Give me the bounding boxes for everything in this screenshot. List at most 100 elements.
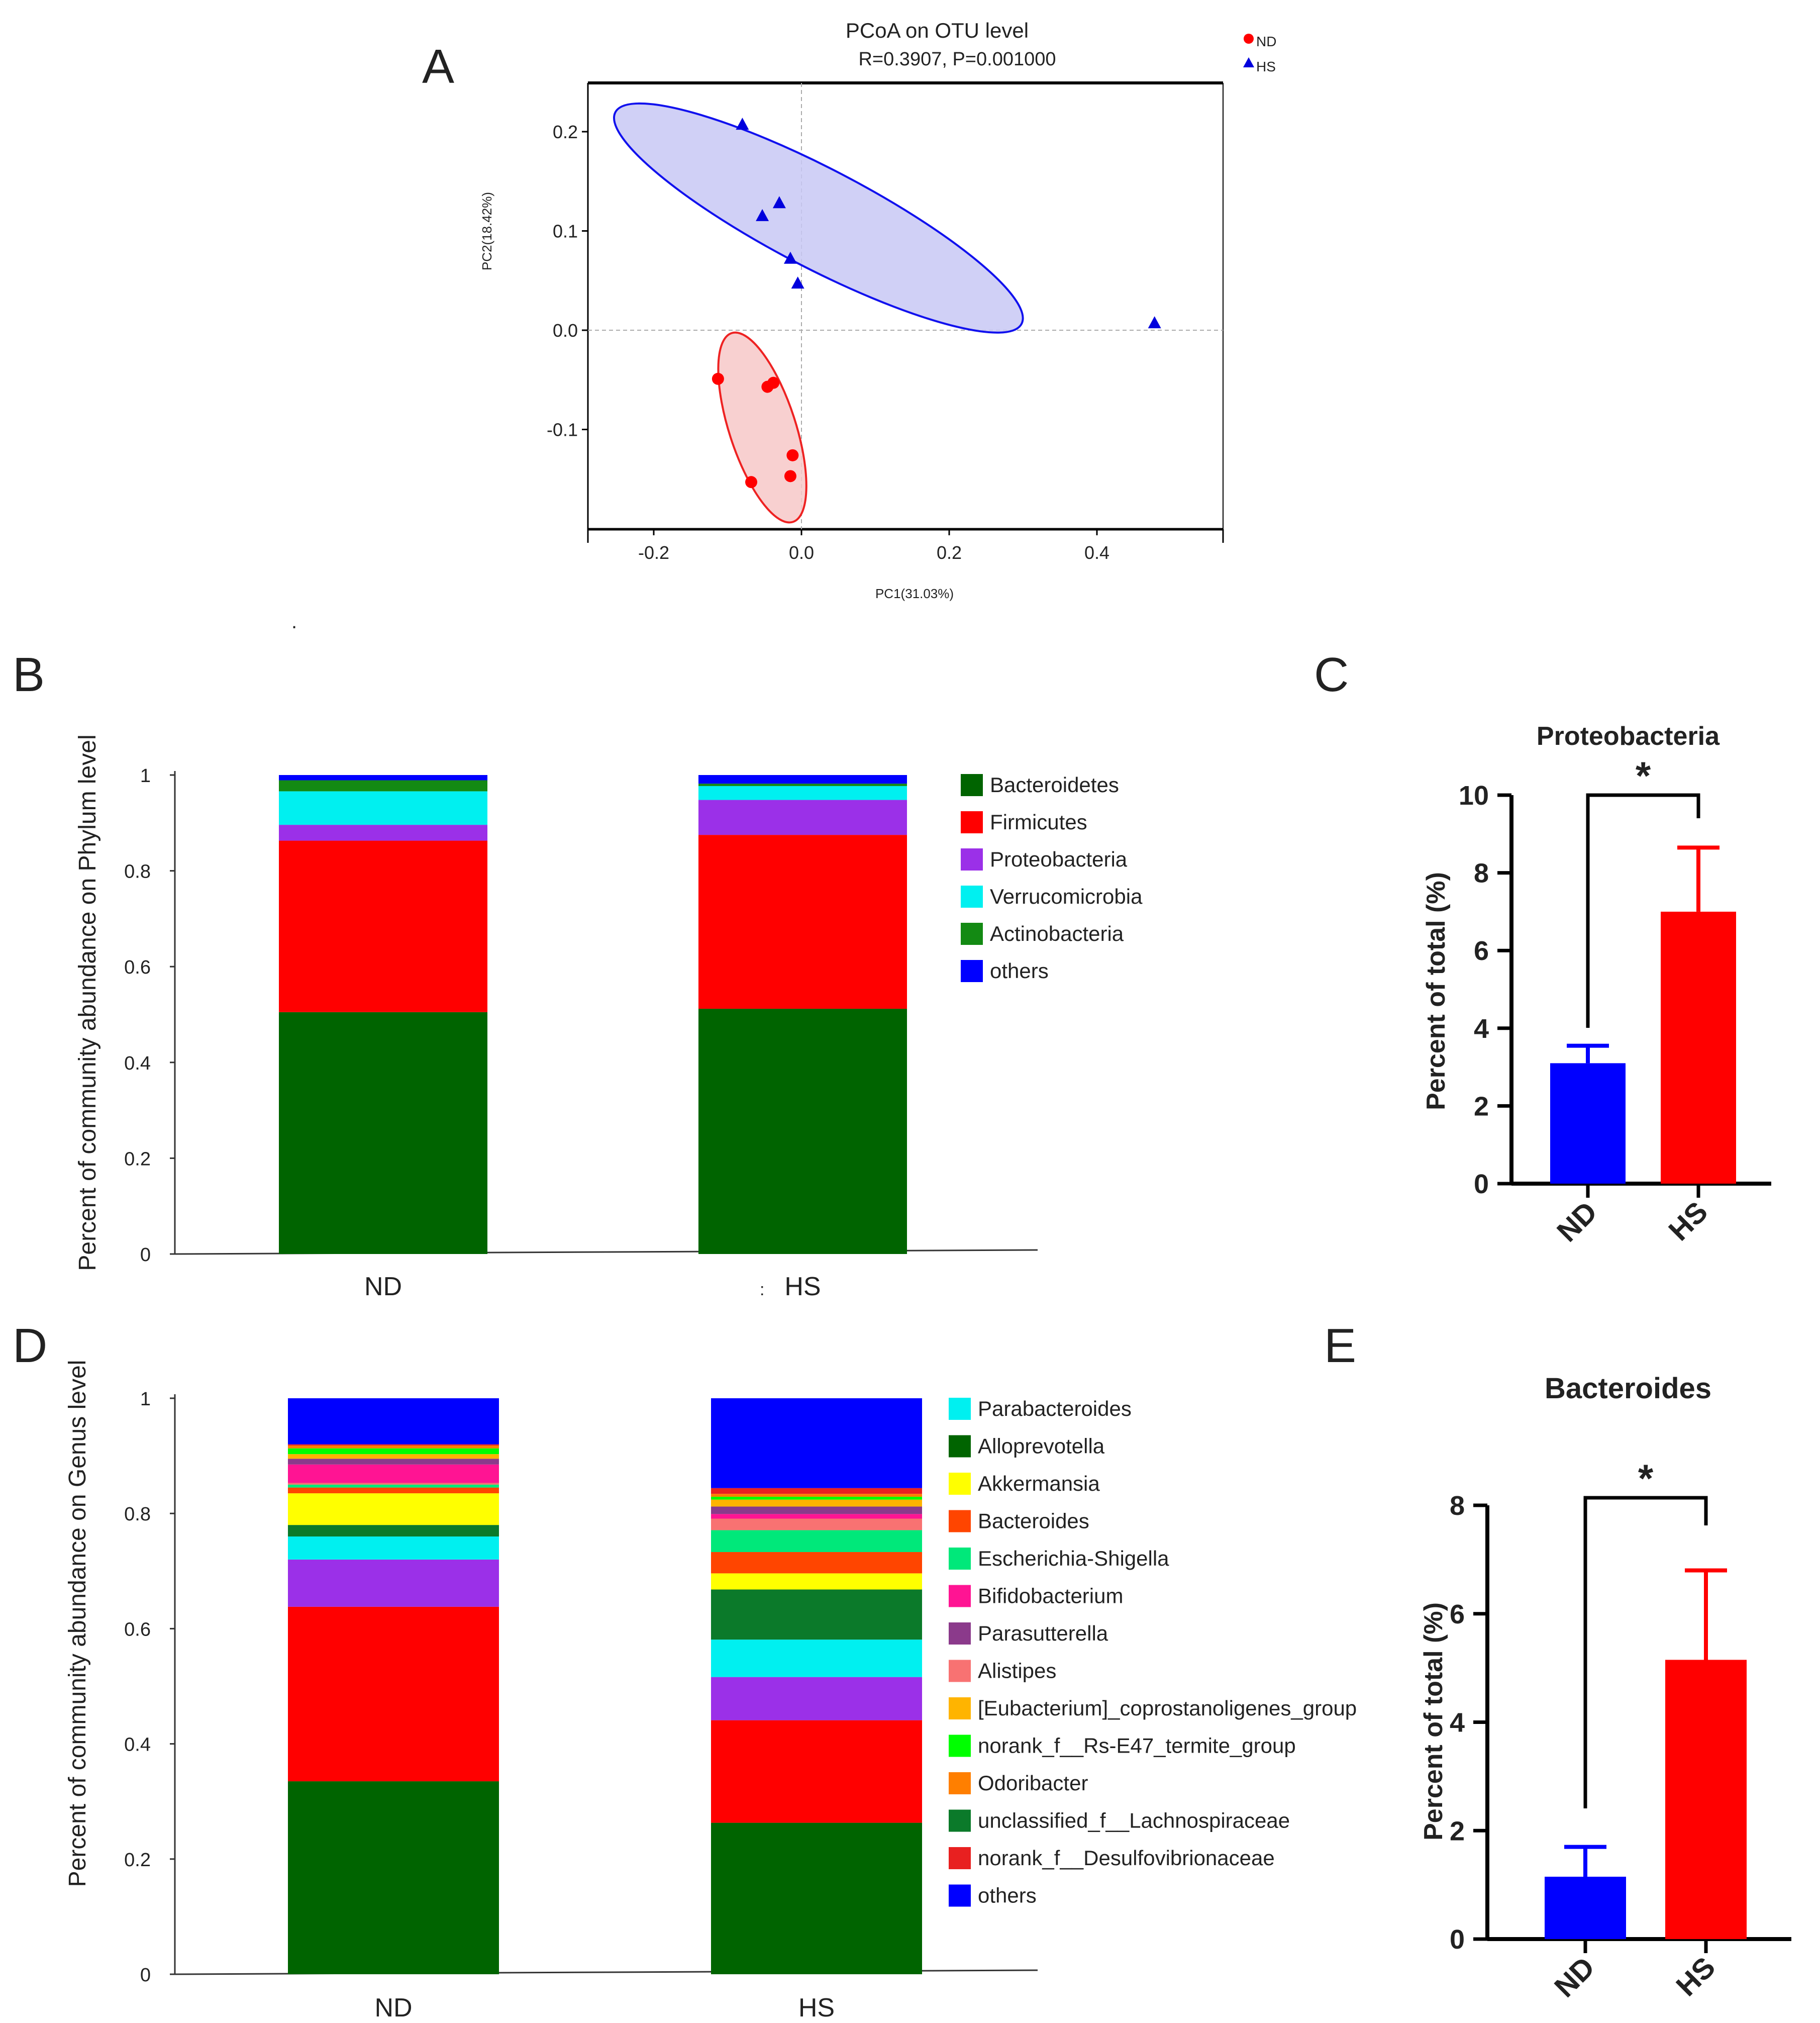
genus-bar-nd-seg-15 — [288, 1398, 499, 1444]
genus-legend-label-5: Bifidobacterium — [978, 1584, 1123, 1608]
pcoa-xlabel: PC1(31.03%) — [875, 586, 954, 601]
genus-bar-nd-seg-3 — [288, 1536, 499, 1560]
pcoa-xtick-label: 0.4 — [1084, 542, 1109, 563]
pcoa-point-nd-5 — [784, 470, 796, 483]
pcoa-xtick-label: 0.0 — [789, 542, 814, 563]
genus-legend-swatch-10 — [949, 1772, 971, 1794]
phylum-bar-hs-seg-4 — [698, 784, 907, 786]
phylum-legend-label-1: Firmicutes — [990, 810, 1087, 834]
genus-bar-hs-seg-10 — [711, 1506, 922, 1514]
pcoa-ellipse-nd — [717, 331, 807, 524]
genus-legend-label-0: Parabacteroides — [978, 1397, 1132, 1420]
stray-dot: . — [291, 611, 297, 633]
bact-ytick-label: 4 — [1450, 1708, 1465, 1738]
proteo-bar-nd — [1550, 1063, 1626, 1184]
legend-hs-label: HS — [1256, 59, 1276, 74]
genus-bar-nd-seg-2 — [288, 1559, 499, 1607]
genus-legend-label-8: [Eubacterium]_coprostanoligenes_group — [978, 1696, 1357, 1720]
phylum-bar-hs-seg-2 — [698, 800, 907, 835]
genus-bar-hs-seg-8 — [711, 1518, 922, 1530]
proteo-ytick-label: 4 — [1474, 1014, 1489, 1044]
proteo-chart: 0 2 4 6 8 10 ND HS * — [1459, 753, 1771, 1248]
proteo-significance-star: * — [1636, 753, 1651, 798]
genus-legend-label-11: unclassified_f__Lachnospiraceae — [978, 1809, 1290, 1833]
pcoa-point-hs-4 — [791, 276, 804, 289]
genus-legend-label-4: Escherichia-Shigella — [978, 1547, 1169, 1570]
phylum-legend-label-4: Actinobacteria — [990, 922, 1124, 945]
proteo-category-label-nd: ND — [1551, 1195, 1603, 1248]
bact-ytick-label: 6 — [1450, 1599, 1465, 1629]
genus-bar-hs-seg-14 — [711, 1488, 922, 1494]
phylum-legend: Bacteroidetes Firmicutes Proteobacteria Ver… — [961, 773, 1143, 983]
proteo-category-label-hs: HS — [1662, 1195, 1714, 1247]
genus-bar-hs-seg-11 — [711, 1499, 922, 1507]
genus-legend-swatch-8 — [949, 1697, 971, 1719]
genus-bar-hs-seg-12 — [711, 1496, 922, 1500]
phylum-ytick-label: 0.6 — [124, 957, 151, 978]
phylum-ytick-label: 1 — [140, 765, 151, 787]
panel-label-a: A — [422, 40, 454, 93]
genus-ytick-label: 0.4 — [124, 1735, 151, 1756]
bact-ytick-label: 8 — [1450, 1491, 1465, 1521]
phylum-bar-nd-seg-4 — [279, 780, 487, 792]
genus-ytick-label: 0.6 — [124, 1619, 151, 1640]
pcoa-point-nd-2 — [767, 376, 780, 389]
genus-ytick-label: 1 — [140, 1389, 151, 1410]
panel-label-c: C — [1314, 648, 1349, 702]
phylum-ytick-label: 0 — [140, 1244, 151, 1266]
pcoa-title: PCoA on OTU level — [846, 19, 1029, 42]
bact-title: Bacteroides — [1545, 1372, 1711, 1405]
pcoa-ellipse-hs — [613, 102, 1024, 334]
genus-legend-swatch-9 — [949, 1735, 971, 1757]
pcoa-ytick-label: 0.2 — [553, 122, 578, 142]
genus-legend-label-6: Parasutterella — [978, 1621, 1108, 1645]
panel-label-e: E — [1324, 1319, 1356, 1373]
phylum-legend-swatch-1 — [961, 811, 983, 833]
pcoa-subtitle: R=0.3907, P=0.001000 — [858, 49, 1056, 70]
pcoa-plot-frame — [587, 81, 1224, 543]
phylum-category-label-hs: HS — [784, 1272, 821, 1301]
bact-category-label-hs: HS — [1670, 1951, 1722, 2002]
phylum-legend-swatch-4 — [961, 923, 983, 945]
phylum-bar-nd-seg-3 — [279, 791, 487, 825]
genus-legend-label-12: norank_f__Desulfovibrionaceae — [978, 1846, 1275, 1870]
genus-bar-nd-seg-1 — [288, 1606, 499, 1782]
pcoa-ticks: -0.2 0.0 0.2 0.4 0.2 0.1 0.0 -0.1 — [547, 122, 1109, 563]
phylum-legend-swatch-5 — [961, 960, 983, 982]
genus-legend: Parabacteroides Alloprevotella Akkermansia… — [949, 1397, 1357, 1907]
phylum-bar-nd-seg-1 — [279, 840, 487, 1012]
proteo-ytick-label: 0 — [1474, 1169, 1489, 1199]
phylum-ytick-label: 0.4 — [124, 1053, 151, 1074]
genus-bar-nd-seg-5 — [288, 1493, 499, 1525]
genus-bar-nd-seg-11 — [288, 1454, 499, 1459]
bact-ylabel: Percent of total (%) — [1419, 1602, 1448, 1841]
genus-legend-label-1: Alloprevotella — [978, 1434, 1105, 1458]
legend-nd-marker — [1244, 34, 1254, 44]
bact-significance-bracket — [1583, 1496, 1708, 1808]
genus-legend-swatch-7 — [949, 1660, 971, 1682]
legend-nd-label: ND — [1256, 34, 1276, 49]
pcoa-xtick-label: 0.2 — [937, 542, 962, 563]
pcoa-point-hs-0 — [736, 118, 749, 130]
genus-ytick-label: 0 — [140, 1965, 151, 1986]
pcoa-point-nd-4 — [745, 476, 758, 489]
phylum-legend-swatch-2 — [961, 848, 983, 871]
genus-bar-hs-seg-15 — [711, 1398, 922, 1488]
genus-bar-nd-seg-14 — [288, 1444, 499, 1446]
panel-a-pcoa: PCoA on OTU level R=0.3907, P=0.001000 P… — [479, 19, 1276, 601]
phylum-legend-swatch-0 — [961, 774, 983, 796]
pcoa-legend: ND HS — [1243, 34, 1276, 74]
phylum-bar-hs-seg-1 — [698, 835, 907, 1009]
panel-b-phylum: Percent of community abundance on Phylum… — [74, 734, 1143, 1301]
genus-legend-label-7: Alistipes — [978, 1659, 1056, 1683]
proteo-ytick-label: 6 — [1474, 936, 1489, 966]
genus-bar-hs-seg-2 — [711, 1677, 922, 1720]
genus-ylabel: Percent of community abundance on Genus … — [64, 1360, 91, 1887]
panel-label-d: D — [13, 1319, 47, 1373]
genus-category-label-hs: HS — [798, 1993, 835, 2022]
genus-bar-hs-seg-5 — [711, 1573, 922, 1590]
proteo-title: Proteobacteria — [1537, 722, 1720, 751]
pcoa-ellipses — [613, 102, 1024, 524]
pcoa-ytick-label: 0.1 — [553, 221, 578, 242]
